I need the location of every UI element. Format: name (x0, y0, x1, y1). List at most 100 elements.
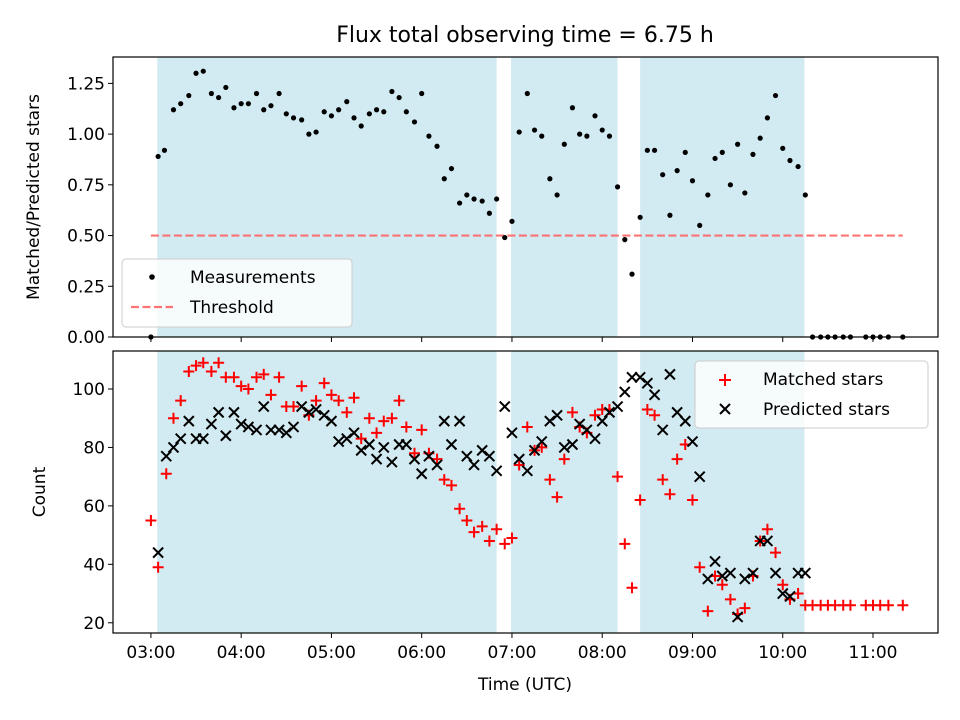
matched-stars-point (558, 453, 570, 465)
predicted-stars-point (235, 418, 247, 430)
top-y-tick-label: 1.25 (67, 74, 105, 94)
matched-stars-point (197, 357, 209, 369)
top-panel: 0.00 0.25 0.50 0.75 1.00 1.25 Matched/Predict… (24, 56, 939, 348)
top-y-tick-label: 0.25 (67, 277, 105, 297)
predicted-stars-point (581, 424, 593, 436)
measurement-point (629, 271, 635, 277)
predicted-stars-point (287, 421, 300, 433)
matched-stars-point (664, 488, 676, 500)
predicted-stars-point (716, 570, 728, 582)
predicted-stars-point (739, 573, 751, 585)
predicted-stars-point (731, 611, 744, 623)
predicted-stars-point (250, 424, 263, 436)
matched-stars-point (431, 453, 443, 465)
top-y-tick-label: 0.75 (67, 176, 105, 196)
measurement-point (283, 111, 289, 117)
top-y-tick-label: 0.50 (67, 227, 105, 247)
measurement-point (742, 190, 748, 196)
matched-stars-point (483, 535, 495, 547)
matched-stars-point (686, 494, 698, 506)
matched-stars-point (739, 602, 751, 614)
measurement-point (419, 90, 425, 97)
measurement-point (795, 163, 801, 170)
measurement-point (396, 94, 402, 101)
matched-stars-point (844, 599, 856, 611)
matched-stars-point (235, 380, 247, 392)
bottom-x-tick-label: 08:00 (578, 643, 627, 663)
matched-stars-point (566, 406, 578, 418)
top-y-axis: 0.00 0.25 0.50 0.75 1.00 1.25 (67, 74, 113, 348)
predicted-stars-point (589, 432, 601, 445)
bottom-y-tick-label: 40 (83, 555, 105, 575)
predicted-stars-point (438, 415, 450, 427)
predicted-stars-point (693, 470, 706, 483)
bottom-legend-box (694, 360, 929, 429)
measurement-point (637, 214, 643, 220)
predicted-stars-point (528, 444, 541, 457)
predicted-stars-point (228, 406, 240, 419)
bottom-x-tick-label: 09:00 (668, 643, 717, 663)
bottom-y-tick-label: 60 (83, 497, 105, 517)
measurement-point (651, 147, 658, 153)
measurement-point (441, 176, 447, 182)
matched-stars-point (160, 468, 172, 480)
measurement-point (682, 149, 688, 155)
matched-stars-point (333, 395, 345, 407)
predicted-stars-point (378, 441, 390, 454)
matched-stars-point (416, 424, 428, 436)
matched-stars-point (288, 401, 300, 413)
matched-stars-point (716, 579, 728, 591)
measurement-point (750, 151, 756, 157)
measurement-point (554, 192, 560, 198)
measurement-point (667, 212, 673, 218)
predicted-stars-point (596, 415, 608, 427)
matched-stars-point (777, 579, 789, 591)
measurement-point (216, 94, 222, 101)
bottom-x-tick-label: 10:00 (758, 643, 807, 663)
predicted-stars-point (799, 567, 812, 579)
bottom-y-axis: 20 40 60 80 100 (73, 380, 113, 634)
measurement-point (448, 165, 455, 172)
predicted-stars-point (619, 386, 631, 398)
measurement-point (539, 133, 545, 139)
predicted-stars-point (521, 465, 534, 477)
bottom-x-tick-label: 06:00 (397, 643, 446, 663)
top-y-tick-label: 1.00 (67, 125, 105, 145)
predicted-stars-point (348, 427, 360, 439)
predicted-stars-point (205, 418, 218, 430)
predicted-stars-point (626, 371, 638, 384)
matched-stars-point (897, 599, 909, 611)
predicted-stars-point (461, 450, 473, 462)
measurement-point (561, 141, 567, 147)
matched-stars-point (792, 588, 804, 600)
measurement-point (764, 115, 771, 121)
bottom-panel: 20 40 60 80 100 03:00 04:00 05:00 06:00 07:00 08:… (30, 350, 939, 695)
matched-stars-point (175, 395, 187, 407)
matched-stars-point (513, 459, 525, 471)
x-axis-label: Time (UTC) (477, 675, 572, 695)
top-y-tick-label: 0.00 (67, 328, 105, 348)
measurement-point (577, 131, 583, 137)
matched-stars-point (363, 412, 375, 424)
measurement-point (457, 200, 463, 206)
measurement-point (389, 88, 395, 95)
predicted-stars-point (363, 438, 376, 451)
matched-stars-point (461, 514, 473, 526)
matched-stars-point (612, 471, 624, 483)
matched-stars-point (499, 538, 511, 550)
legend-threshold-label: Threshold (189, 298, 274, 318)
measurement-point (161, 147, 168, 153)
predicted-stars-point (641, 377, 654, 389)
predicted-stars-point (408, 453, 421, 465)
measurement-point (299, 117, 305, 123)
bottom-y-tick-label: 100 (73, 380, 105, 400)
measurement-point (200, 68, 206, 74)
measurement-point (381, 109, 387, 115)
predicted-stars-point (686, 435, 699, 448)
matched-stars-point (445, 479, 457, 491)
matched-stars-point (296, 380, 308, 392)
measurement-point (644, 147, 650, 153)
measurement-point (178, 101, 184, 107)
measurement-point (606, 133, 613, 139)
predicted-stars-point (499, 400, 511, 413)
